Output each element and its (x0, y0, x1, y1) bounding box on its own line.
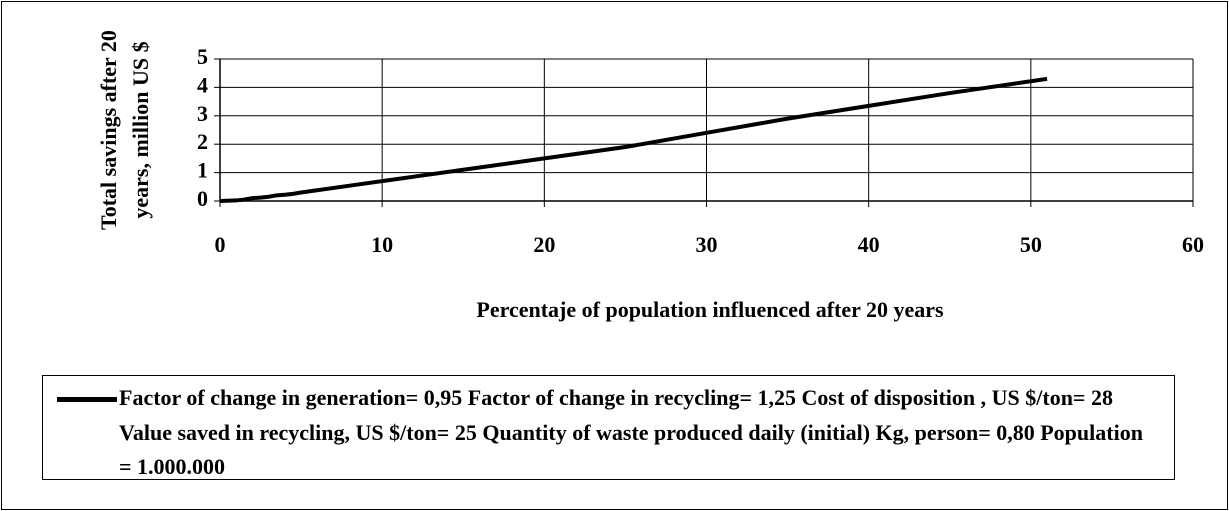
x-tick-label: 0 (215, 232, 226, 257)
legend: Factor of change in generation= 0,95 Fac… (42, 375, 1175, 480)
y-axis-title: Total savings after 20 years, million US… (96, 30, 153, 230)
x-tick-label: 40 (858, 232, 880, 257)
x-tick-label: 20 (533, 232, 555, 257)
x-tick-label: 50 (1020, 232, 1042, 257)
line (219, 76, 1048, 203)
y-tick-label: 3 (197, 101, 208, 126)
x-tick-label: 60 (1182, 232, 1204, 257)
x-tick-label: 10 (371, 232, 393, 257)
y-tick-label: 4 (197, 72, 208, 97)
y-tick-label: 2 (197, 129, 208, 154)
legend-label: Factor of change in generation= 0,95 Fac… (119, 385, 1143, 479)
y-tick-label: 1 (197, 158, 208, 183)
x-tick-label: 30 (696, 232, 718, 257)
y-tick-label: 5 (197, 44, 208, 69)
x-axis-title: Percentaje of population influenced afte… (476, 297, 944, 322)
legend-swatch (57, 397, 117, 402)
y-tick-label: 0 (197, 186, 208, 211)
